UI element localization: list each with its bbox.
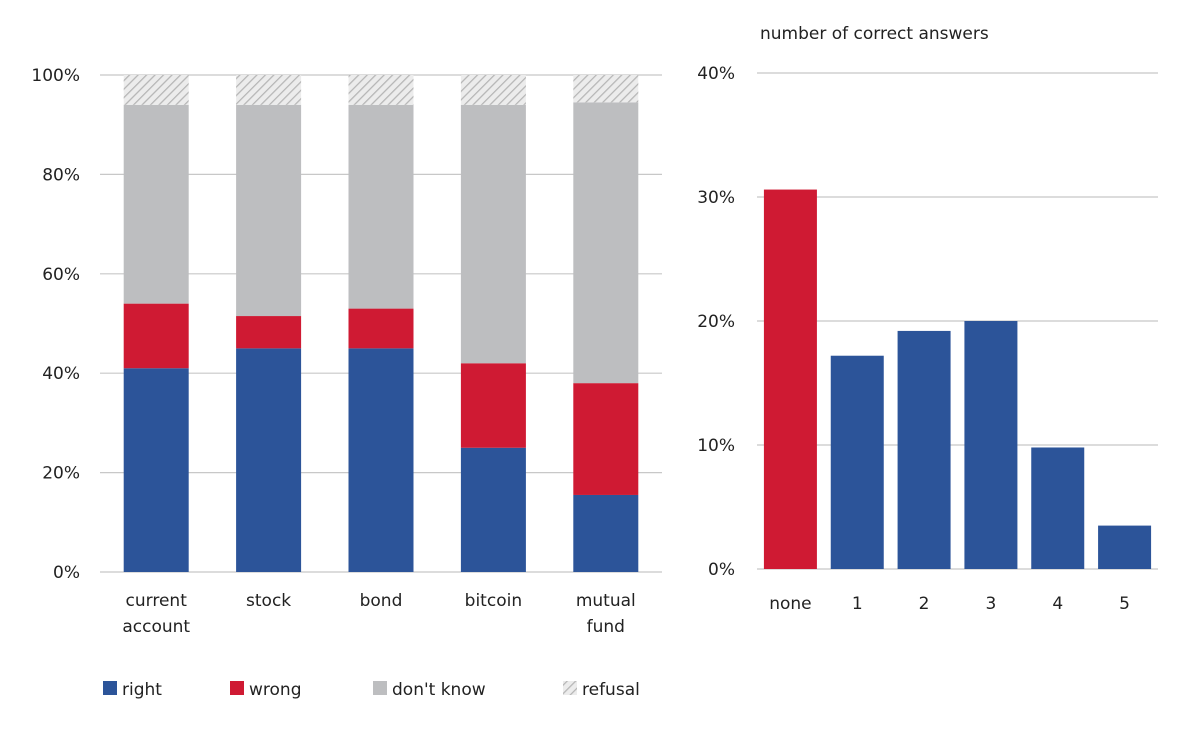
legend-swatch-right xyxy=(103,681,117,695)
right-x-tick-label: 4 xyxy=(1052,594,1063,614)
left-x-tick-label: stock xyxy=(246,591,291,611)
right-y-tick-label: 40% xyxy=(697,64,735,84)
bar-segment-wrong xyxy=(348,308,414,349)
left-y-tick-label: 20% xyxy=(42,464,80,484)
bar-segment-refusal xyxy=(348,75,414,105)
legend-label-dont_know: don't know xyxy=(392,680,486,700)
legend-swatch-dont_know xyxy=(373,681,387,695)
right-x-axis-labels: none 1 2 3 4 5 xyxy=(769,594,1130,614)
right-y-tick-label: 10% xyxy=(697,436,735,456)
bar-1 xyxy=(830,355,884,569)
right-y-tick-label: 30% xyxy=(697,188,735,208)
legend-label-refusal: refusal xyxy=(582,680,640,700)
correct-answers-bar-chart: number of correct answers 0%10%20%30%40%… xyxy=(697,24,1158,614)
bar-segment-dont_know xyxy=(236,104,302,317)
right-x-tick-label: 3 xyxy=(986,594,997,614)
bar-segment-refusal xyxy=(123,75,189,105)
left-x-tick-label: bitcoin xyxy=(465,591,522,611)
right-gridlines xyxy=(757,72,1158,570)
right-y-tick-label: 0% xyxy=(708,560,735,580)
bar-segment-refusal xyxy=(460,75,526,105)
left-y-tick-label: 60% xyxy=(42,265,80,285)
bar-segment-right xyxy=(348,348,414,572)
left-x-tick-label: bond xyxy=(360,591,403,611)
left-y-tick-label: 40% xyxy=(42,364,80,384)
legend-label-wrong: wrong xyxy=(249,680,302,700)
bar-segment-refusal xyxy=(236,75,302,105)
left-y-tick-label: 100% xyxy=(31,66,80,86)
stacked-bar-chart: 0% 20% 40% 60% 80% 100% current account stock bo… xyxy=(31,66,662,700)
left-x-axis-labels: current account stock bond bitcoin mutual fund xyxy=(122,591,635,637)
right-y-tick-label: 20% xyxy=(697,312,735,332)
left-x-tick-label: account xyxy=(122,617,190,637)
bar-4 xyxy=(1031,447,1085,569)
bar-segment-wrong xyxy=(573,383,639,495)
bar-segment-wrong xyxy=(123,303,189,369)
right-chart-title: number of correct answers xyxy=(760,24,989,44)
left-y-tick-label: 80% xyxy=(42,165,80,185)
legend: right wrong don't know refusal xyxy=(103,680,640,700)
bar-segment-dont_know xyxy=(123,104,189,304)
bar-segment-right xyxy=(236,348,302,572)
right-bars xyxy=(763,189,1152,569)
right-x-tick-label: 5 xyxy=(1119,594,1130,614)
legend-swatch-wrong xyxy=(230,681,244,695)
right-x-tick-label: 2 xyxy=(919,594,930,614)
left-bars xyxy=(123,75,639,572)
bar-segment-wrong xyxy=(236,316,302,349)
bar-segment-dont_know xyxy=(460,104,526,364)
right-x-tick-label: 1 xyxy=(852,594,863,614)
legend-label-right: right xyxy=(122,680,162,700)
right-x-tick-label: none xyxy=(769,594,811,614)
bar-5 xyxy=(1098,525,1152,569)
bar-segment-dont_know xyxy=(348,104,414,309)
left-x-tick-label: fund xyxy=(587,617,625,637)
left-y-axis-ticks: 0% 20% 40% 60% 80% 100% xyxy=(31,66,80,583)
bar-segment-refusal xyxy=(573,75,639,103)
bar-segment-right xyxy=(573,494,639,572)
left-x-tick-label: current xyxy=(126,591,188,611)
legend-swatch-refusal xyxy=(563,681,577,695)
bar-segment-right xyxy=(460,447,526,572)
left-x-tick-label: mutual xyxy=(576,591,636,611)
bar-segment-dont_know xyxy=(573,102,639,384)
bar-3 xyxy=(964,321,1018,569)
bar-segment-wrong xyxy=(460,363,526,448)
bar-none xyxy=(763,189,817,569)
left-y-tick-label: 0% xyxy=(53,563,80,583)
right-y-axis-ticks: 0% 10% 20% 30% 40% xyxy=(697,64,735,580)
bar-2 xyxy=(897,330,951,569)
bar-segment-right xyxy=(123,368,189,572)
